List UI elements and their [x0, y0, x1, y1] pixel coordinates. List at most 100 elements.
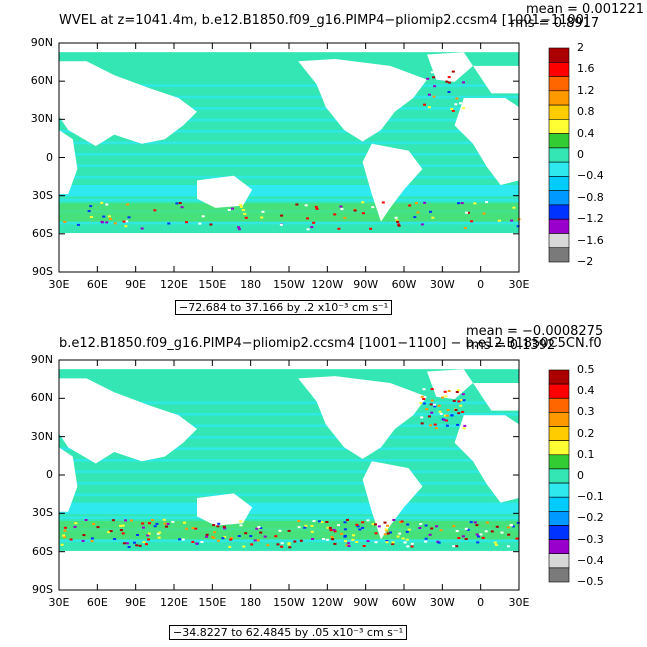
field-speckle: [420, 223, 424, 226]
field-speckle: [205, 533, 209, 536]
field-speckle: [195, 542, 199, 545]
colorbar-swatch: [548, 161, 570, 177]
field-speckle: [346, 518, 349, 521]
field-speckle: [217, 522, 221, 525]
field-speckle: [454, 103, 458, 106]
colorbar-label: −0.1: [577, 490, 604, 504]
ocean-band: [59, 130, 519, 133]
colorbar-label: 0: [577, 148, 584, 161]
field-speckle: [343, 528, 347, 531]
field-speckle: [461, 410, 465, 413]
colorbar-swatch: [548, 496, 570, 512]
field-speckle: [303, 526, 307, 529]
field-speckle: [320, 521, 324, 524]
field-speckle: [385, 540, 389, 542]
field-speckle: [447, 76, 451, 79]
field-speckle: [100, 220, 104, 223]
colorbar-label: 0.3: [577, 405, 595, 419]
field-speckle: [433, 85, 437, 88]
field-speckle: [422, 388, 426, 391]
field-speckle: [100, 201, 104, 204]
field-speckle: [183, 521, 186, 524]
field-speckle: [178, 202, 182, 204]
field-speckle: [455, 530, 459, 532]
field-speckle: [371, 523, 375, 526]
field-speckle: [509, 524, 513, 527]
field-speckle: [89, 216, 93, 218]
field-speckle: [141, 526, 145, 529]
field-speckle: [325, 538, 329, 541]
field-speckle: [432, 76, 436, 79]
colorbar-label: 1.6: [577, 62, 595, 76]
field-speckle: [422, 398, 426, 400]
field-speckle: [455, 97, 459, 100]
field-speckle: [304, 524, 308, 527]
ocean-band: [59, 516, 519, 520]
field-speckle: [352, 534, 356, 537]
field-speckle: [105, 203, 109, 206]
field-speckle: [374, 541, 378, 544]
ocean-band: [59, 493, 519, 497]
lon-tick-label: 120E: [160, 596, 188, 609]
field-speckle: [374, 532, 378, 535]
ocean-band: [59, 152, 519, 156]
field-speckle: [266, 544, 270, 547]
colorbar-swatch: [548, 454, 570, 470]
field-speckle: [427, 415, 431, 418]
field-speckle: [462, 427, 466, 430]
field-speckle: [461, 107, 465, 110]
field-speckle: [92, 523, 96, 525]
field-speckle: [461, 535, 465, 538]
colorbar-label: −0.2: [577, 511, 604, 525]
field-speckle: [212, 524, 216, 527]
field-speckle: [431, 216, 435, 219]
colorbar-swatch: [548, 61, 570, 77]
colorbar-swatch: [548, 104, 570, 120]
field-speckle: [231, 207, 234, 210]
field-speckle: [361, 521, 365, 524]
field-speckle: [158, 531, 162, 534]
land-mass: [197, 493, 253, 526]
field-speckle: [445, 80, 449, 83]
field-speckle: [351, 538, 355, 541]
field-speckle: [249, 535, 253, 538]
field-speckle: [339, 205, 343, 208]
field-speckle: [122, 542, 126, 545]
field-speckle: [213, 531, 217, 534]
field-speckle: [130, 519, 133, 522]
field-speckle: [259, 527, 263, 530]
field-speckle: [255, 527, 259, 530]
field-speckle: [60, 543, 64, 546]
field-speckle: [125, 220, 129, 223]
field-speckle: [475, 524, 479, 527]
field-speckle: [333, 213, 337, 216]
field-speckle: [447, 390, 451, 392]
colorbar-swatch: [548, 190, 570, 206]
field-speckle: [455, 545, 459, 548]
field-speckle: [322, 538, 326, 540]
field-speckle: [122, 220, 126, 223]
southern-band: [59, 184, 519, 197]
field-speckle: [420, 422, 424, 425]
field-speckle: [287, 543, 291, 546]
lon-tick-label: 30W: [429, 278, 455, 291]
field-speckle: [344, 540, 348, 543]
colorbar-swatch: [548, 233, 570, 249]
colorbar-swatch: [548, 412, 570, 427]
field-speckle: [422, 402, 426, 405]
colorbar-swatch: [548, 510, 570, 526]
colorbar-label: 0.5: [577, 363, 595, 376]
field-speckle: [259, 531, 263, 534]
field-speckle: [105, 221, 109, 224]
field-speckle: [397, 223, 401, 226]
map-panel-1: [58, 42, 570, 273]
colorbar-label: −0.8: [577, 190, 604, 204]
field-speckle: [162, 518, 166, 521]
field-speckle: [96, 526, 100, 529]
field-speckle: [507, 533, 511, 536]
field-speckle: [148, 522, 151, 525]
field-speckle: [391, 541, 395, 544]
field-speckle: [280, 214, 284, 217]
field-speckle: [452, 545, 456, 548]
field-speckle: [452, 525, 456, 528]
